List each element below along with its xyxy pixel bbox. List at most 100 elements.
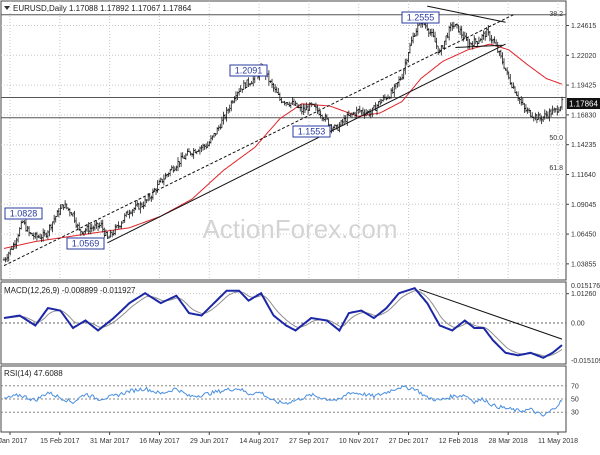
candle [223,114,227,120]
time-axis: 2 Jan 2017 15 Feb 2017 31 Mar 2017 16 May 2… [0,432,578,445]
candle [187,148,191,153]
candle [82,230,86,236]
time-tick-label: 2 Jan 2017 [0,438,27,445]
candle [460,25,463,39]
label-1-2555: 1.2555 [401,11,440,24]
candle [252,75,255,87]
candle [483,30,487,41]
candle [537,111,540,120]
rsi-line [4,384,563,417]
macd-tick-label: -0.015109 [571,358,600,365]
candle [4,257,7,263]
candle [49,223,53,231]
candle [200,144,203,153]
candle [140,202,144,208]
label-text: 1.1553 [298,127,326,137]
candle [35,231,39,241]
candle [164,172,167,180]
candle [161,178,164,184]
candle [43,229,46,237]
candle [275,86,278,93]
label-text: 1.2091 [235,66,263,76]
candle [469,42,473,46]
candle [154,187,158,195]
candle [493,36,496,44]
candle [371,107,374,117]
time-tick-label: 12 Feb 2018 [439,438,478,445]
candle [20,220,23,230]
candle [220,116,224,129]
candle [15,237,18,249]
rsi-header: RSI(14) 47.6088 [4,369,63,378]
price-tick-label: 1.19425 [571,83,596,90]
candle [26,225,29,232]
candle [93,220,97,231]
candle [150,195,153,202]
candle [411,32,415,44]
candle [68,208,72,217]
price-tick-label: 1.22020 [571,53,596,60]
candle [488,31,492,42]
candle [382,95,385,102]
candle [477,36,481,45]
price-tick-label: 1.24615 [571,23,596,30]
candle [518,97,521,104]
candle [51,221,54,233]
candle [112,230,115,236]
price-tick-label: 1.14235 [571,142,596,149]
candle [46,230,50,240]
candle [526,107,529,114]
candle [405,58,409,66]
candle [9,248,12,256]
candle [429,28,432,36]
candle [277,87,280,96]
candle [361,107,365,116]
candle [34,232,37,239]
candle [377,101,380,107]
candle [267,70,271,86]
candle [84,228,87,234]
candle [139,201,142,214]
candle [52,214,56,225]
candle [237,88,241,96]
label-text: 1.0828 [10,209,38,219]
label-box [292,125,331,138]
watermark: ActionForex.com [202,214,397,244]
candle [179,152,183,167]
trendline [107,43,506,244]
macd-line [3,287,563,359]
candle [458,26,462,36]
price-tick-label: 1.01260 [571,291,596,298]
candle [291,97,294,105]
candle [499,49,503,59]
candle [45,232,48,238]
trendline-layer [3,5,514,267]
candle [54,215,57,223]
macd-tick-label: 0.015176 [571,283,600,290]
candle [303,104,307,114]
candle [226,108,230,114]
last-price-box [567,98,600,109]
candle [532,116,535,122]
candle [560,96,564,110]
label-box [4,207,43,220]
rsi-tick-label: 30 [571,410,579,417]
macd-header-text: MACD(12,26,9) -0.008899 -0.011927 [4,286,136,295]
main-price-axis: 1.24615 1.22020 1.19425 1.16830 1.14235 1.116… [566,23,596,298]
candle [143,196,147,207]
candle [436,45,440,56]
triangle-icon [4,6,10,10]
macd-header: MACD(12,26,9) -0.008899 -0.011927 [4,286,136,295]
trendline [427,5,506,23]
candle [302,103,305,115]
candle [396,82,399,88]
candle [473,35,476,47]
candle [314,102,318,111]
macd-layer [3,287,563,359]
candle [41,228,45,242]
candle [172,165,175,173]
candle [272,83,275,92]
candle [126,210,130,215]
candle [81,231,84,235]
candle [325,114,329,121]
